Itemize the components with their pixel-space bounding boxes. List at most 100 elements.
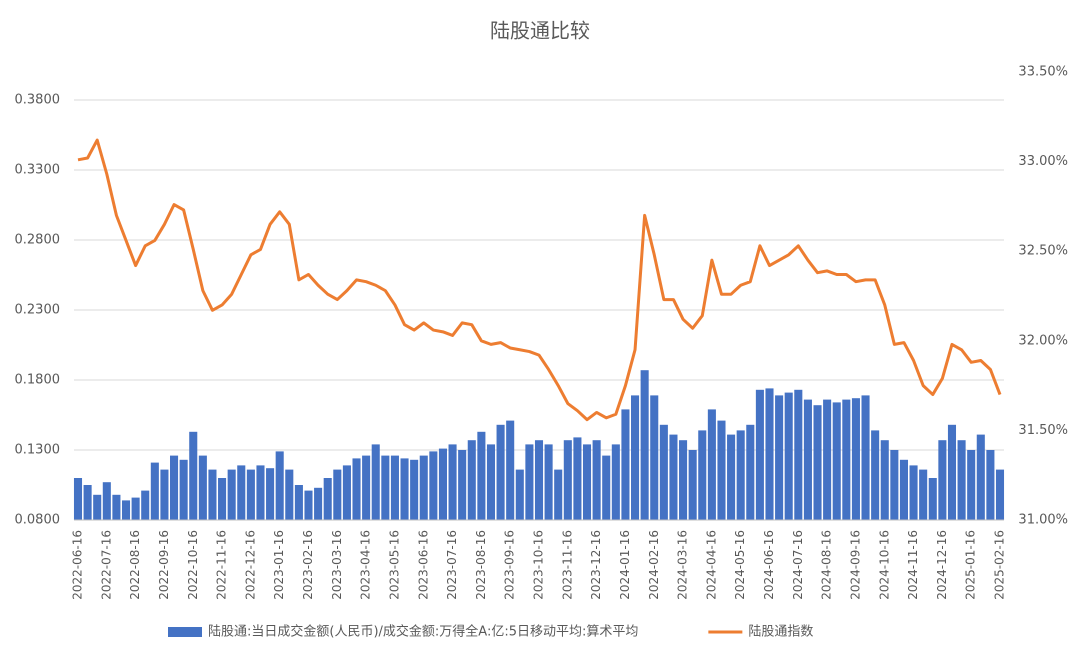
x-tick-label: 2023-11-16 bbox=[560, 530, 574, 600]
y2-tick-label: 31.00% bbox=[1018, 513, 1068, 528]
x-tick-label: 2022-11-16 bbox=[215, 530, 229, 600]
bar bbox=[112, 494, 121, 520]
bar bbox=[304, 490, 313, 520]
x-tick-label: 2024-03-16 bbox=[676, 530, 690, 600]
x-tick-label: 2024-12-16 bbox=[935, 530, 949, 600]
x-tick-label: 2023-08-16 bbox=[474, 530, 488, 600]
bar bbox=[314, 487, 323, 520]
x-tick-label: 2023-10-16 bbox=[532, 530, 546, 600]
y2-tick-label: 33.50% bbox=[1018, 65, 1068, 80]
bar bbox=[458, 450, 467, 520]
bar bbox=[467, 440, 476, 520]
bar bbox=[928, 478, 937, 520]
y-tick-label: 0.3300 bbox=[15, 163, 61, 178]
x-tick-label: 2025-02-16 bbox=[993, 530, 1007, 600]
legend-label: 陆股通指数 bbox=[748, 624, 813, 640]
bar bbox=[429, 451, 438, 520]
x-tick-label: 2024-05-16 bbox=[733, 530, 747, 600]
bar bbox=[986, 450, 995, 520]
bar bbox=[967, 450, 976, 520]
bar bbox=[851, 398, 860, 520]
x-tick-label: 2025-01-16 bbox=[964, 530, 978, 600]
bar bbox=[592, 440, 601, 520]
bar bbox=[496, 424, 505, 520]
bar bbox=[410, 459, 419, 520]
bar bbox=[803, 399, 812, 520]
x-tick-label: 2024-09-16 bbox=[848, 530, 862, 600]
bar bbox=[342, 465, 351, 520]
x-tick-label: 2024-07-16 bbox=[791, 530, 805, 600]
bar bbox=[506, 420, 515, 520]
bar bbox=[73, 478, 83, 520]
y2-tick-label: 32.00% bbox=[1018, 333, 1068, 348]
bar bbox=[275, 451, 284, 520]
x-tick-label: 2023-04-16 bbox=[359, 530, 373, 600]
x-tick-label: 2022-12-16 bbox=[243, 530, 257, 600]
y-tick-label: 0.1800 bbox=[15, 373, 61, 388]
x-tick-label: 2024-01-16 bbox=[618, 530, 632, 600]
bar bbox=[227, 469, 236, 520]
legend-swatch bbox=[168, 627, 202, 637]
x-tick-label: 2023-07-16 bbox=[445, 530, 459, 600]
bar bbox=[160, 469, 169, 520]
bar bbox=[218, 478, 227, 520]
x-tick-label: 2023-12-16 bbox=[589, 530, 603, 600]
bar bbox=[823, 399, 832, 520]
y-tick-label: 0.2800 bbox=[15, 233, 61, 248]
bar bbox=[775, 395, 784, 520]
bar bbox=[880, 440, 889, 520]
x-tick-label: 2022-09-16 bbox=[157, 530, 171, 600]
bar bbox=[419, 455, 428, 520]
bar bbox=[784, 392, 793, 520]
bar bbox=[909, 465, 918, 520]
bar bbox=[631, 395, 640, 520]
x-tick-label: 2022-06-16 bbox=[71, 530, 85, 600]
bar bbox=[266, 468, 275, 520]
x-tick-label: 2023-06-16 bbox=[416, 530, 430, 600]
bar bbox=[333, 469, 342, 520]
bar bbox=[871, 430, 880, 520]
bar bbox=[602, 455, 611, 520]
y-tick-label: 0.2300 bbox=[15, 303, 61, 318]
bar bbox=[121, 500, 131, 520]
bar bbox=[256, 465, 265, 520]
bar bbox=[544, 444, 553, 520]
bar bbox=[534, 440, 544, 520]
bar bbox=[765, 388, 774, 520]
bar bbox=[976, 434, 985, 520]
y-tick-label: 0.0800 bbox=[15, 513, 61, 528]
bar bbox=[285, 469, 294, 520]
bar bbox=[554, 469, 563, 520]
bar bbox=[813, 405, 822, 520]
bar bbox=[438, 448, 447, 520]
bar bbox=[650, 395, 659, 520]
x-tick-label: 2023-09-16 bbox=[503, 530, 517, 600]
bar bbox=[957, 440, 966, 520]
bar bbox=[381, 455, 390, 520]
line bbox=[77, 138, 1002, 422]
bar bbox=[938, 440, 947, 520]
bar bbox=[352, 458, 361, 520]
y2-tick-label: 31.50% bbox=[1018, 423, 1068, 438]
bar bbox=[707, 409, 716, 520]
x-tick-label: 2023-01-16 bbox=[272, 530, 286, 600]
bar bbox=[390, 455, 399, 520]
bar bbox=[727, 434, 736, 520]
bar bbox=[755, 389, 764, 520]
bar bbox=[659, 424, 668, 520]
bar bbox=[371, 444, 380, 520]
bar bbox=[582, 444, 592, 520]
bar bbox=[448, 444, 457, 520]
bar bbox=[486, 444, 496, 520]
bar bbox=[362, 455, 371, 520]
bar bbox=[525, 444, 534, 520]
bar bbox=[688, 450, 697, 520]
y-tick-label: 0.1300 bbox=[15, 443, 61, 458]
bar bbox=[170, 455, 179, 520]
x-tick-label: 2022-08-16 bbox=[128, 530, 142, 600]
bar bbox=[698, 430, 707, 520]
y2-tick-label: 33.00% bbox=[1018, 154, 1068, 169]
bar bbox=[611, 444, 620, 520]
x-tick-label: 2024-08-16 bbox=[820, 530, 834, 600]
